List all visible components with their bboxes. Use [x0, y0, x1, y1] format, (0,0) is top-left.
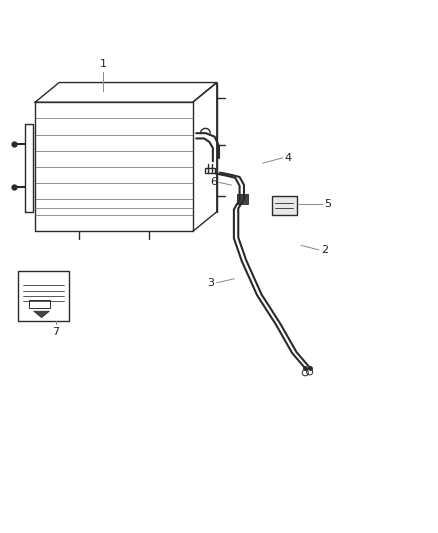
- Text: 5: 5: [324, 199, 331, 209]
- Text: 2: 2: [321, 245, 328, 255]
- Text: 3: 3: [208, 278, 215, 288]
- Bar: [237, 194, 248, 204]
- Text: 7: 7: [53, 327, 60, 337]
- Bar: [272, 197, 297, 215]
- Bar: [18, 271, 69, 321]
- Bar: [205, 168, 215, 173]
- Polygon shape: [34, 311, 49, 318]
- Text: 4: 4: [285, 153, 292, 163]
- Text: 6: 6: [210, 177, 217, 188]
- Bar: [29, 300, 50, 308]
- Text: 1: 1: [99, 59, 106, 69]
